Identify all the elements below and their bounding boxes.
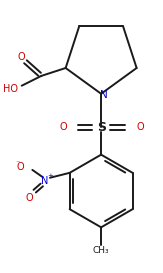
Text: O: O bbox=[17, 162, 24, 172]
Text: O: O bbox=[59, 122, 67, 132]
Text: O: O bbox=[18, 52, 26, 62]
Text: HO: HO bbox=[3, 84, 18, 94]
Text: O: O bbox=[136, 122, 144, 132]
Text: +: + bbox=[47, 173, 53, 179]
Text: ⁻: ⁻ bbox=[15, 159, 20, 168]
Text: S: S bbox=[97, 121, 106, 134]
Text: N: N bbox=[100, 90, 108, 100]
Text: N: N bbox=[41, 176, 49, 186]
Text: CH₃: CH₃ bbox=[93, 247, 109, 256]
Text: O: O bbox=[26, 193, 33, 203]
